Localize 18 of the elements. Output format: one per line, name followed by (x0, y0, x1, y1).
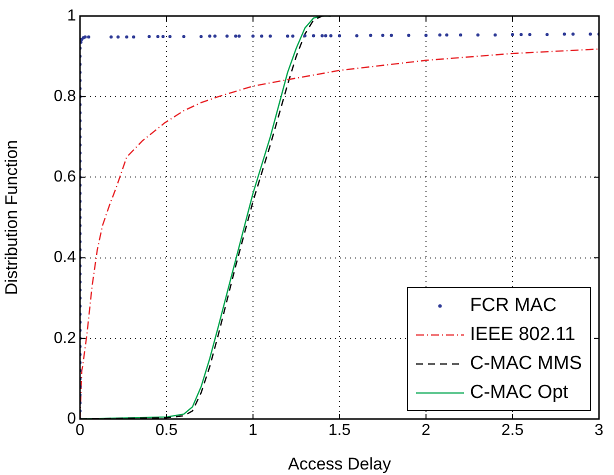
x-tick-label: 0.5 (155, 422, 178, 440)
y-tick-label: 0.4 (54, 249, 76, 266)
y-tick-label: 1 (67, 7, 76, 24)
y-tick-label: 0.6 (54, 168, 76, 186)
y-tick-label: 0 (67, 410, 76, 428)
x-tick-label: 1.5 (328, 422, 351, 440)
y-axis-title: Distribution Function (2, 140, 21, 295)
x-tick-label: 2 (422, 422, 431, 440)
legend-label: C-MAC Opt (470, 381, 568, 405)
x-axis-title: Access Delay (288, 454, 392, 474)
x-tick-label: 1 (248, 422, 258, 440)
legend-label: FCR MAC (470, 294, 557, 318)
x-tick-label: 3 (594, 422, 604, 440)
y-tick-label: 0.2 (54, 330, 76, 347)
legend-label: IEEE 802.11 (470, 323, 576, 347)
y-tick-label: 0.8 (54, 88, 76, 106)
legend-label: C-MAC MMS (470, 352, 582, 376)
x-tick-label: 2.5 (501, 422, 524, 440)
